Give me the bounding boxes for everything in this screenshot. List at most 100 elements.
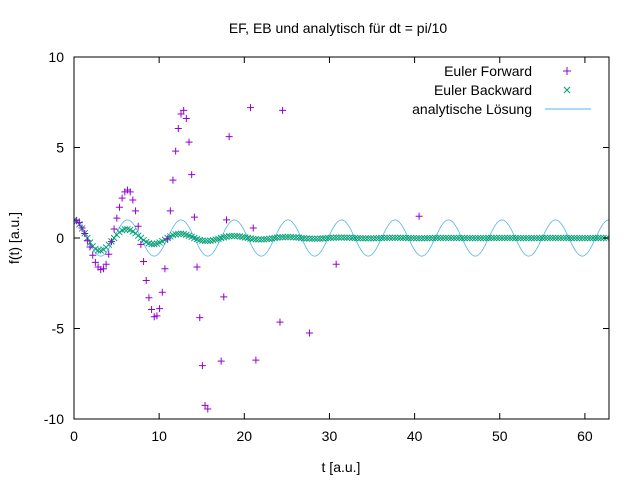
euler-backward-point: [512, 234, 519, 242]
series-analytische-loesung: [74, 219, 609, 257]
euler-backward-point: [466, 234, 474, 242]
euler-forward-point: [177, 110, 185, 118]
euler-backward-point: [509, 234, 517, 242]
euler-backward-point: [241, 234, 249, 241]
euler-backward-point: [327, 234, 335, 242]
euler-forward-point: [91, 258, 99, 266]
euler-backward-point: [450, 234, 458, 242]
euler-backward-point: [554, 234, 562, 242]
euler-forward-point: [126, 188, 134, 196]
euler-backward-point: [576, 234, 583, 242]
euler-backward-point: [249, 235, 257, 243]
x-axis-label: t [a.u.]: [322, 459, 361, 475]
euler-backward-point: [346, 234, 353, 242]
euler-backward-point: [592, 234, 599, 242]
euler-backward-point: [201, 237, 209, 245]
euler-backward-point: [196, 236, 204, 244]
euler-backward-point: [463, 234, 471, 242]
euler-backward-point: [316, 235, 324, 242]
euler-forward-point: [332, 260, 340, 268]
euler-backward-point: [455, 234, 463, 242]
euler-backward-point: [442, 234, 450, 242]
euler-forward-point: [185, 138, 193, 146]
euler-backward-point: [378, 234, 385, 242]
legend-cross-marker: [563, 86, 571, 94]
euler-backward-point: [589, 234, 597, 242]
euler-backward-point: [362, 235, 369, 242]
euler-forward-point: [182, 115, 190, 123]
euler-backward-point: [490, 234, 498, 242]
euler-backward-point: [284, 233, 292, 241]
euler-forward-point: [252, 356, 260, 364]
euler-forward-point: [247, 104, 255, 112]
euler-backward-point: [290, 233, 297, 241]
euler-backward-point: [514, 234, 522, 242]
euler-backward-point: [482, 234, 490, 242]
euler-backward-point: [485, 234, 492, 242]
euler-backward-point: [394, 234, 402, 242]
x-tick-label: 60: [577, 428, 593, 444]
euler-forward-point: [78, 224, 86, 232]
euler-forward-point: [113, 214, 121, 222]
euler-forward-point: [169, 176, 177, 184]
euler-backward-point: [474, 234, 482, 242]
euler-backward-point: [410, 234, 418, 242]
y-tick-label: -5: [52, 321, 65, 337]
euler-backward-point: [407, 234, 415, 242]
series-euler-forward: [74, 104, 423, 413]
euler-backward-point: [257, 236, 265, 243]
euler-backward-point: [544, 234, 551, 242]
euler-backward-point: [204, 237, 212, 245]
euler-backward-point: [370, 234, 377, 242]
euler-backward-point: [279, 233, 286, 241]
euler-forward-point: [75, 219, 83, 227]
euler-backward-point: [536, 234, 543, 242]
euler-forward-point: [174, 124, 182, 132]
euler-backward-point: [493, 234, 500, 242]
euler-backward-point: [354, 234, 361, 242]
euler-forward-point: [134, 222, 142, 230]
euler-backward-point: [573, 234, 581, 242]
euler-backward-point: [597, 234, 605, 242]
euler-backward-point: [434, 234, 442, 242]
euler-forward-point: [249, 224, 257, 232]
euler-backward-point: [445, 234, 452, 242]
x-tick-label: 20: [237, 428, 253, 444]
euler-backward-point: [239, 233, 246, 241]
euler-backward-point: [447, 234, 455, 242]
euler-backward-point: [581, 234, 589, 242]
euler-backward-point: [429, 234, 436, 242]
x-tick-label: 10: [151, 428, 167, 444]
euler-forward-point: [161, 265, 169, 273]
euler-forward-point: [172, 147, 180, 155]
euler-backward-point: [413, 234, 420, 242]
legend: Euler Forward Euler Backward analytische…: [412, 63, 591, 117]
euler-backward-point: [426, 234, 434, 242]
euler-backward-point: [458, 234, 466, 242]
euler-forward-point: [305, 329, 313, 337]
euler-backward-point: [594, 234, 602, 242]
euler-backward-point: [298, 234, 305, 242]
euler-backward-point: [496, 234, 503, 242]
euler-backward-point: [172, 230, 179, 238]
euler-backward-point: [549, 234, 557, 242]
euler-backward-point: [389, 234, 396, 242]
euler-backward-point: [338, 234, 345, 241]
euler-backward-point: [282, 233, 289, 241]
euler-backward-point: [287, 233, 294, 241]
euler-forward-point: [89, 251, 97, 259]
legend-symbol-euler-forward: [563, 67, 571, 75]
euler-backward-point: [367, 234, 375, 242]
euler-backward-point: [402, 234, 410, 242]
euler-backward-point: [506, 234, 514, 242]
euler-backward-point: [431, 234, 439, 242]
euler-backward-point: [570, 234, 578, 242]
euler-backward-point: [94, 247, 102, 254]
euler-backward-point: [273, 234, 281, 241]
euler-backward-point: [533, 234, 541, 242]
euler-backward-point: [399, 234, 407, 242]
euler-forward-point: [164, 235, 172, 243]
euler-backward-point: [223, 233, 230, 240]
legend-label-analytische-loesung: analytische Lösung: [412, 101, 532, 117]
euler-backward-point: [303, 235, 311, 242]
